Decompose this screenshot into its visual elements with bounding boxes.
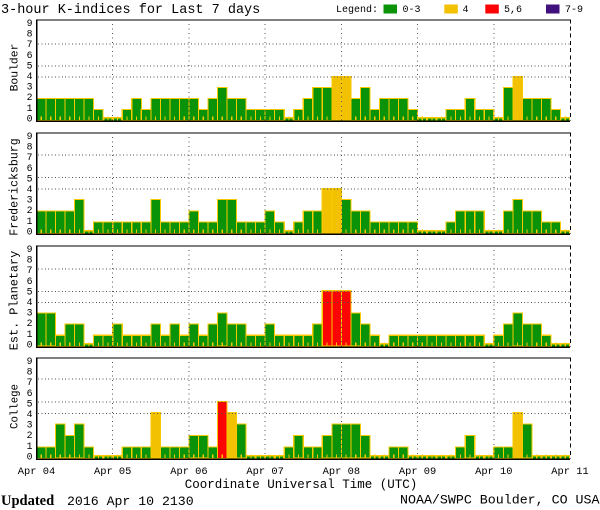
svg-text:0: 0 — [27, 339, 33, 350]
svg-text:Coordinate Universal Time (UTC: Coordinate Universal Time (UTC) — [185, 478, 418, 492]
svg-text:7-9: 7-9 — [565, 5, 583, 16]
svg-text:7: 7 — [27, 39, 33, 50]
svg-text:7: 7 — [27, 377, 33, 388]
svg-text:8: 8 — [27, 142, 33, 153]
svg-text:9: 9 — [27, 18, 33, 29]
svg-text:5: 5 — [27, 398, 33, 409]
svg-text:Apr 11: Apr 11 — [551, 466, 588, 478]
svg-text:7: 7 — [27, 152, 33, 163]
svg-text:Fredericksburg: Fredericksburg — [9, 138, 22, 235]
svg-text:6: 6 — [27, 276, 33, 287]
svg-text:Legend:: Legend: — [336, 4, 378, 16]
svg-text:5: 5 — [27, 60, 33, 71]
svg-text:6: 6 — [27, 50, 33, 61]
svg-text:8: 8 — [27, 367, 33, 378]
svg-text:4: 4 — [27, 409, 33, 420]
svg-text:4: 4 — [463, 5, 469, 16]
svg-text:3: 3 — [27, 195, 33, 206]
svg-text:2: 2 — [27, 205, 33, 216]
svg-text:Apr 07: Apr 07 — [246, 466, 283, 478]
svg-text:0-3: 0-3 — [403, 5, 421, 16]
svg-text:9: 9 — [27, 131, 33, 142]
svg-text:0: 0 — [27, 113, 33, 124]
svg-text:1: 1 — [27, 441, 33, 452]
svg-text:2: 2 — [27, 318, 33, 329]
svg-text:5: 5 — [27, 173, 33, 184]
svg-text:Apr 09: Apr 09 — [399, 466, 436, 478]
svg-text:3: 3 — [27, 82, 33, 93]
svg-text:Boulder: Boulder — [10, 44, 22, 92]
svg-text:7: 7 — [27, 265, 33, 276]
svg-text:College: College — [10, 384, 22, 429]
svg-text:3: 3 — [27, 420, 33, 431]
svg-text:8: 8 — [27, 29, 33, 40]
svg-text:Apr 06: Apr 06 — [170, 466, 207, 478]
svg-text:Updated: Updated — [1, 493, 54, 509]
svg-text:9: 9 — [27, 244, 33, 255]
svg-text:6: 6 — [27, 163, 33, 174]
svg-text:Apr 05: Apr 05 — [94, 466, 131, 478]
svg-text:2016 Apr 10 2130: 2016 Apr 10 2130 — [67, 494, 194, 509]
svg-text:Est. Planetary: Est. Planetary — [8, 251, 22, 351]
svg-text:2: 2 — [27, 430, 33, 441]
svg-text:Apr 08: Apr 08 — [323, 466, 360, 478]
svg-text:0: 0 — [27, 451, 33, 462]
svg-text:3: 3 — [27, 308, 33, 319]
svg-text:4: 4 — [27, 297, 33, 308]
svg-text:4: 4 — [27, 184, 33, 195]
svg-text:2: 2 — [27, 92, 33, 103]
svg-text:NOAA/SWPC Boulder, CO USA: NOAA/SWPC Boulder, CO USA — [400, 493, 600, 508]
svg-text:1: 1 — [27, 103, 33, 114]
svg-text:9: 9 — [27, 356, 33, 367]
svg-text:Apr 04: Apr 04 — [18, 466, 55, 478]
svg-text:5,6: 5,6 — [504, 5, 522, 16]
svg-text:6: 6 — [27, 388, 33, 399]
svg-text:0: 0 — [27, 226, 33, 237]
svg-text:5: 5 — [27, 286, 33, 297]
svg-text:1: 1 — [27, 329, 33, 340]
svg-text:4: 4 — [27, 71, 33, 82]
svg-text:1: 1 — [27, 216, 33, 227]
svg-text:8: 8 — [27, 255, 33, 266]
svg-text:Apr 10: Apr 10 — [475, 466, 512, 478]
svg-text:3-hour K-indices for Last 7 da: 3-hour K-indices for Last 7 days — [1, 3, 260, 18]
